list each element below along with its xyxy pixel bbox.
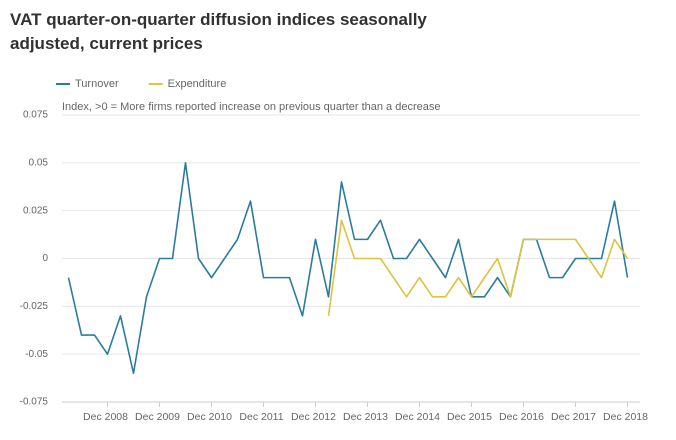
y-tick-label: -0.025 bbox=[20, 301, 49, 312]
x-tick-label: Dec 2017 bbox=[551, 411, 596, 423]
y-tick-label: 0 bbox=[42, 253, 48, 264]
x-tick-label: Dec 2014 bbox=[395, 411, 440, 423]
y-tick-label: 0.075 bbox=[23, 110, 48, 121]
x-tick-label: Dec 2009 bbox=[135, 411, 180, 423]
x-tick-label: Dec 2013 bbox=[343, 411, 388, 423]
x-tick-label: Dec 2008 bbox=[83, 411, 128, 423]
x-tick-label: Dec 2010 bbox=[187, 411, 232, 423]
x-tick-label: Dec 2012 bbox=[291, 411, 336, 423]
y-tick-label: 0.05 bbox=[29, 157, 49, 168]
x-tick-label: Dec 2011 bbox=[239, 411, 283, 423]
line-series bbox=[327, 219, 629, 317]
legend-label: Expenditure bbox=[168, 78, 227, 90]
x-tick-label: Dec 2018 bbox=[603, 411, 648, 423]
chart-title: VAT quarter-on-quarter diffusion indices… bbox=[10, 10, 427, 53]
y-tick-label: 0.025 bbox=[23, 205, 48, 216]
line-series bbox=[67, 162, 629, 375]
x-tick-label: Dec 2016 bbox=[499, 411, 544, 423]
y-tick-label: -0.075 bbox=[20, 397, 49, 408]
y-tick-label: -0.05 bbox=[25, 349, 48, 360]
annotation: Index, >0 = More firms reported increase… bbox=[62, 101, 441, 113]
x-tick-label: Dec 2015 bbox=[447, 411, 492, 423]
legend-label: Turnover bbox=[75, 78, 119, 90]
